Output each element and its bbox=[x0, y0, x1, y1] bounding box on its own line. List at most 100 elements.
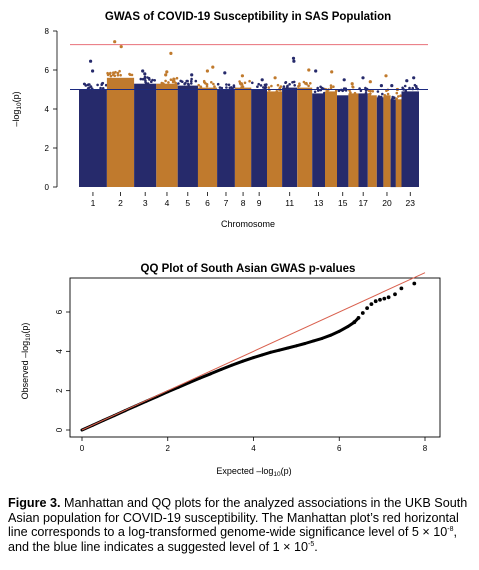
chromosome-5-points bbox=[177, 85, 198, 187]
chromosome-15-edge-point bbox=[341, 89, 345, 93]
qq-x-tick-label: 2 bbox=[166, 444, 171, 453]
hit-point-chr21 bbox=[390, 84, 394, 88]
chromosome-23-edge-point bbox=[403, 84, 407, 88]
qq-point-band bbox=[134, 399, 148, 408]
qq-plot: QQ Plot of South Asian GWAS p-values 0 2 4… bbox=[20, 263, 441, 478]
hit-point-chr13 bbox=[314, 69, 318, 73]
chromosome-6-points bbox=[197, 87, 218, 187]
chromosome-5-edge-point bbox=[190, 77, 193, 81]
hit-point-chr12 bbox=[307, 68, 311, 72]
manhattan-y-tick-label: 8 bbox=[45, 27, 50, 36]
chromosome-22-edge-point bbox=[397, 95, 400, 98]
qq-point-band bbox=[320, 333, 333, 340]
hit-point-chr5 bbox=[190, 73, 194, 77]
hit-point-chr14 bbox=[330, 70, 334, 74]
chromosome-20-points bbox=[383, 95, 391, 187]
chromosome-19-points bbox=[376, 97, 384, 187]
chromosome-2-edge-point bbox=[116, 71, 120, 75]
chromosome-13-points bbox=[312, 93, 326, 187]
chromosome-11-edge-point bbox=[282, 85, 286, 88]
hit-point-chr6 bbox=[205, 69, 209, 73]
chromosome-17-edge-point bbox=[364, 86, 367, 90]
qq-plot-panel: QQ Plot of South Asian GWAS p-values 0 2 4… bbox=[0, 255, 479, 485]
hit-point-chr16 bbox=[350, 82, 354, 86]
qq-x-tick-label: 4 bbox=[251, 444, 256, 453]
qq-y-tick-label: 4 bbox=[55, 349, 64, 354]
chromosome-5-edge-point bbox=[183, 82, 186, 86]
manhattan-x-tick-label: 7 bbox=[224, 198, 229, 208]
chromosome-6-edge-point bbox=[202, 79, 206, 83]
chromosome-1-edge-point bbox=[101, 81, 105, 85]
chromosome-4-edge-point bbox=[175, 76, 179, 80]
manhattan-y-axis-label: –log10(p) bbox=[11, 91, 23, 126]
qq-point bbox=[365, 306, 369, 310]
hit-point-chr1 bbox=[89, 59, 93, 63]
chromosome-10-edge-point bbox=[275, 90, 279, 93]
chromosome-12-edge-point bbox=[307, 84, 310, 88]
qq-x-tick-label: 6 bbox=[337, 444, 342, 453]
chromosome-9-edge-point bbox=[257, 82, 261, 86]
qq-point-band bbox=[219, 363, 234, 371]
chromosome-9-edge-point bbox=[263, 83, 267, 87]
qq-point-band bbox=[187, 376, 202, 385]
caption-figure-label: Figure 3. bbox=[8, 496, 61, 510]
qq-x-tick-label: 8 bbox=[423, 444, 428, 453]
qq-point-band bbox=[144, 395, 159, 403]
qq-point bbox=[373, 299, 378, 304]
chromosome-4-edge-point bbox=[162, 82, 165, 85]
chromosome-22-edge-point bbox=[399, 94, 402, 97]
manhattan-y-tick-label: 0 bbox=[45, 183, 50, 192]
chromosome-2-edge-point bbox=[111, 73, 115, 77]
chromosome-14-edge-point bbox=[332, 85, 335, 88]
qq-point bbox=[412, 281, 417, 286]
chromosome-11-edge-point bbox=[288, 83, 291, 86]
chromosome-10-edge-point bbox=[267, 86, 271, 89]
qq-point-band bbox=[329, 329, 341, 337]
qq-reference-line bbox=[81, 272, 426, 431]
chromosome-3-edge-point bbox=[139, 77, 143, 81]
hit-point-chr15 bbox=[342, 78, 346, 82]
manhattan-x-tick-label: 9 bbox=[257, 198, 262, 208]
chromosome-1-edge-point bbox=[89, 85, 93, 88]
chromosome-17-edge-point bbox=[364, 91, 368, 95]
chromosome-2-edge-point bbox=[130, 73, 134, 77]
chromosome-12-edge-point bbox=[304, 82, 307, 85]
qq-point-band bbox=[241, 356, 255, 363]
qq-point-band bbox=[155, 390, 170, 399]
qq-point-band bbox=[230, 359, 245, 367]
chromosome-6-edge-point bbox=[210, 81, 213, 84]
chromosome-7-edge-point bbox=[216, 82, 220, 86]
chromosome-20-edge-point bbox=[383, 94, 387, 97]
chromosome-14-edge-point bbox=[329, 86, 333, 90]
qq-point bbox=[369, 302, 374, 306]
chromosome-1-edge-point bbox=[84, 84, 88, 87]
chromosome-20-edge-point bbox=[386, 92, 390, 96]
hit-point-chr4 bbox=[164, 73, 168, 77]
chromosome-4-edge-point bbox=[171, 80, 175, 84]
qq-axes: 0 2 4 6 8 0 2 4 6 bbox=[55, 277, 441, 453]
manhattan-plot-panel: GWAS of COVID-19 Susceptibility in SAS P… bbox=[0, 0, 479, 235]
hit-point-chr18 bbox=[368, 80, 372, 84]
manhattan-marks bbox=[70, 40, 428, 188]
chromosome-22-edge-point bbox=[395, 97, 398, 100]
chromosome-12-points bbox=[297, 87, 313, 187]
figure-caption: Figure 3. Manhattan and QQ plots for the… bbox=[8, 496, 476, 554]
manhattan-x-tick-label: 5 bbox=[185, 198, 190, 208]
chromosome-11-points bbox=[282, 87, 298, 187]
chromosome-6-edge-point bbox=[213, 85, 216, 88]
chromosome-13-edge-point bbox=[319, 85, 322, 89]
chromosome-15-points bbox=[337, 95, 349, 187]
chromosome-9-edge-point bbox=[256, 85, 259, 88]
chromosome-3-edge-point bbox=[150, 80, 153, 83]
chromosome-8-edge-point bbox=[240, 82, 243, 85]
chromosome-2-edge-point bbox=[106, 71, 109, 75]
qq-point bbox=[356, 316, 361, 320]
manhattan-title: GWAS of COVID-19 Susceptibility in SAS P… bbox=[105, 11, 391, 23]
hit-point-chr1 bbox=[91, 69, 95, 73]
chromosome-5-edge-point bbox=[190, 79, 193, 83]
hit-point-chr2 bbox=[113, 40, 117, 44]
chromosome-5-edge-point bbox=[185, 79, 188, 83]
chromosome-8-edge-point bbox=[243, 81, 247, 85]
chromosome-4-edge-point bbox=[164, 79, 167, 83]
hit-point-chr4 bbox=[169, 51, 173, 56]
